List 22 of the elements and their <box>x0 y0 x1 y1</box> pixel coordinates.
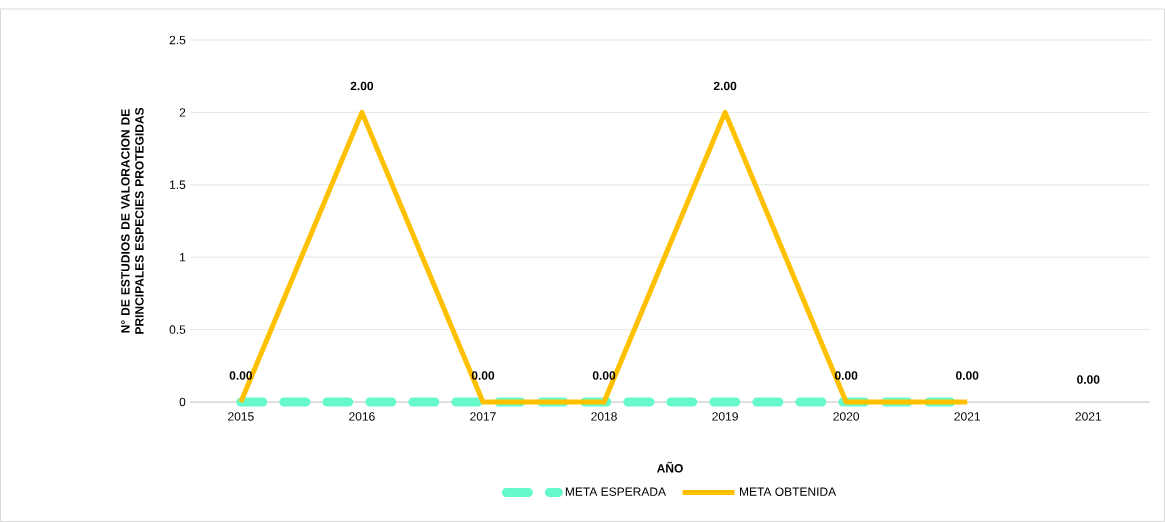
x-tick-label: 2019 <box>712 412 738 421</box>
legend-label: META OBTENIDA <box>739 487 837 496</box>
x-tick-label: 2016 <box>349 412 375 421</box>
x-axis-title: AÑO <box>656 461 683 473</box>
y-axis-title: N° DE ESTUDIOS DE VALORACION DE PRINCIPALES ESPECIES PROTEGIDAS <box>121 107 144 334</box>
y-tick-label: 1.5 <box>170 180 186 189</box>
legend-label: META ESPERADA <box>565 487 666 496</box>
annotation: 0.00 <box>1077 375 1100 384</box>
data-label: 2.00 <box>713 81 737 91</box>
y-tick-label: 2.5 <box>169 35 186 45</box>
y-tick-label: 1 <box>180 253 186 262</box>
x-tick-label: 2018 <box>591 412 617 421</box>
data-label: 2.00 <box>350 81 374 91</box>
x-tick-label: 2017 <box>470 412 496 421</box>
data-label: 0.00 <box>956 371 979 380</box>
x-tick-label: 2021 <box>1075 412 1102 421</box>
y-tick-label: 0 <box>179 397 186 407</box>
y-tick-label: 2 <box>179 108 186 117</box>
x-tick-label: 2015 <box>228 412 254 421</box>
y-tick-label: 0.5 <box>169 325 186 334</box>
x-tick-label: 2021 <box>954 412 980 421</box>
x-tick-label: 2020 <box>833 412 860 421</box>
